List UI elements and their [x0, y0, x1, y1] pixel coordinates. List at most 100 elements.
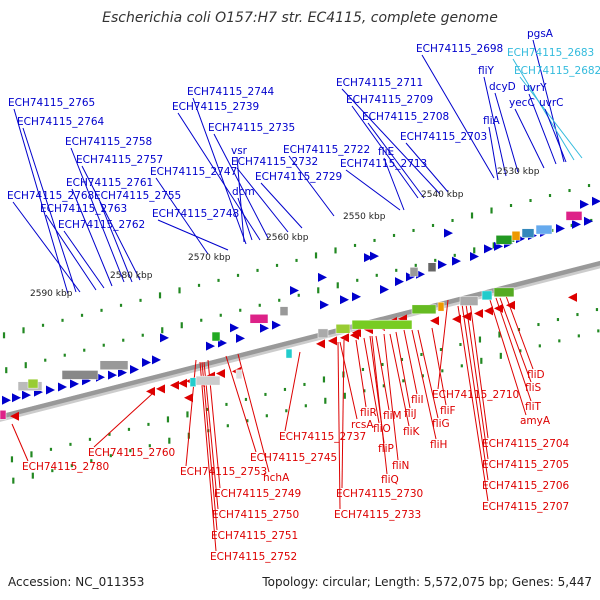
- gene-label[interactable]: ECH74115_2730: [336, 488, 423, 500]
- gene-label[interactable]: ECH74115_2747: [150, 166, 237, 178]
- gene-label[interactable]: ECH74115_2751: [211, 530, 298, 542]
- tick-mark: [239, 308, 242, 312]
- tick-mark: [246, 419, 249, 423]
- leader-line: [465, 303, 489, 460]
- gene-label[interactable]: ECH74115_2732: [231, 156, 318, 168]
- gene-label[interactable]: hchA: [263, 472, 290, 484]
- gene-label[interactable]: ECH74115_2729: [255, 171, 342, 183]
- gene-label[interactable]: uvrC: [539, 97, 564, 109]
- gene-label[interactable]: ECH74115_2752: [210, 551, 297, 563]
- gene-label[interactable]: fliS: [525, 382, 542, 394]
- forward-gene-arrow: [2, 395, 11, 405]
- reverse-gene-arrow: [452, 314, 461, 324]
- tick-mark: [141, 333, 144, 337]
- gene-label[interactable]: fliJ: [404, 408, 417, 420]
- map-title: Escherichia coli O157:H7 str. EC4115, co…: [102, 10, 498, 26]
- gene-label[interactable]: ECH74115_2708: [362, 111, 449, 123]
- leader-line: [199, 361, 217, 552]
- gene-label[interactable]: ECH74115_2703: [400, 131, 487, 143]
- tick-mark: [537, 323, 540, 327]
- gene-label[interactable]: ECH74115_2745: [250, 452, 337, 464]
- gene-label[interactable]: ECH74115_2704: [482, 438, 570, 450]
- tick-mark: [529, 199, 532, 203]
- gene-label[interactable]: ECH74115_2705: [482, 459, 569, 471]
- forward-gene-arrow: [556, 223, 565, 233]
- gene-label[interactable]: ECH74115_2762: [58, 219, 145, 231]
- tick-mark: [478, 336, 482, 343]
- gene-block: [285, 348, 293, 359]
- gene-label[interactable]: ECH74115_2698: [416, 43, 503, 55]
- gene-label[interactable]: ECH74115_2768: [7, 190, 94, 202]
- gene-label[interactable]: ECH74115_2682: [514, 65, 600, 77]
- tick-mark: [395, 268, 398, 272]
- gene-label[interactable]: dcm: [232, 186, 255, 198]
- leader-line: [236, 167, 289, 233]
- gene-label[interactable]: fliY: [478, 65, 495, 77]
- gene-label[interactable]: fliD: [527, 369, 545, 381]
- gene-label[interactable]: ECH74115_2713: [340, 158, 427, 170]
- tick-mark: [322, 376, 326, 383]
- gene-label[interactable]: ECH74115_2733: [334, 509, 421, 521]
- tick-mark: [178, 287, 181, 294]
- gene-label[interactable]: fliO: [373, 423, 391, 435]
- gene-label[interactable]: ECH74115_2711: [336, 77, 423, 89]
- gene-label[interactable]: dcyD: [489, 81, 516, 93]
- gene-label[interactable]: fliR: [360, 407, 377, 419]
- gene-label[interactable]: vsr: [231, 145, 248, 157]
- tick-mark: [509, 204, 513, 208]
- gene-label[interactable]: ECH74115_2735: [208, 122, 295, 134]
- gene-label[interactable]: fliH: [430, 439, 447, 451]
- gene-label[interactable]: ECH74115_2709: [346, 94, 433, 106]
- gene-label[interactable]: ECH74115_2757: [76, 154, 163, 166]
- gene-label[interactable]: uvrY: [523, 82, 547, 94]
- gene-label[interactable]: yecC: [509, 97, 535, 109]
- gene-label[interactable]: fliE: [378, 146, 394, 158]
- gene-label[interactable]: fliT: [525, 401, 542, 413]
- genome-summary-text: Topology: circular; Length: 5,572,075 bp…: [261, 575, 592, 589]
- tick-mark: [168, 437, 171, 444]
- leader-line: [512, 58, 575, 161]
- gene-label[interactable]: fliP: [378, 443, 394, 455]
- gene-label[interactable]: ECH74115_2755: [94, 190, 181, 202]
- gene-label[interactable]: fliM: [383, 410, 402, 422]
- gene-label[interactable]: fliA: [483, 115, 501, 127]
- gene-label[interactable]: ECH74115_2683: [507, 47, 594, 59]
- gene-label[interactable]: ECH74115_2761: [66, 177, 153, 189]
- gene-label[interactable]: ECH74115_2763: [40, 203, 127, 215]
- gene-label[interactable]: ECH74115_2758: [65, 136, 152, 148]
- gene-labels[interactable]: ECH74115_2698 pgsA ECH74115_2683 ECH74115_2…: [7, 28, 600, 563]
- gene-label[interactable]: ECH74115_2748: [152, 208, 239, 220]
- gene-label[interactable]: ECH74115_2750: [212, 509, 299, 521]
- gene-label[interactable]: amyA: [520, 415, 551, 427]
- tick-mark: [180, 322, 183, 329]
- leader-line: [71, 188, 113, 287]
- leader-line: [201, 361, 218, 531]
- gene-label[interactable]: fliF: [440, 405, 456, 417]
- gene-label[interactable]: ECH74115_2710: [432, 389, 519, 401]
- forward-gene-arrow: [572, 219, 581, 229]
- gene-label[interactable]: rcsA: [351, 419, 374, 431]
- gene-label[interactable]: ECH74115_2737: [279, 431, 366, 443]
- leader-line: [417, 329, 439, 419]
- gene-label[interactable]: ECH74115_2707: [482, 501, 569, 513]
- gene-label[interactable]: fliQ: [381, 474, 399, 486]
- gene-label[interactable]: ECH74115_2760: [88, 447, 175, 459]
- gene-label[interactable]: ECH74115_2765: [8, 97, 95, 109]
- gene-label[interactable]: ECH74115_2744: [187, 86, 275, 98]
- gene-label[interactable]: fliG: [432, 418, 450, 430]
- gene-label[interactable]: pgsA: [527, 28, 554, 40]
- gene-label[interactable]: ECH74115_2749: [214, 488, 301, 500]
- forward-gene-arrow: [118, 368, 127, 378]
- gene-label[interactable]: fliK: [403, 426, 421, 438]
- gene-label[interactable]: ECH74115_2753: [180, 466, 267, 478]
- leader-line: [488, 126, 499, 181]
- reverse-gene-arrow: [340, 333, 349, 343]
- gene-block: [409, 267, 419, 277]
- gene-label[interactable]: fliI: [411, 394, 424, 406]
- gene-label[interactable]: ECH74115_2722: [283, 144, 370, 156]
- gene-label[interactable]: ECH74115_2780: [22, 461, 109, 473]
- gene-label[interactable]: ECH74115_2706: [482, 480, 570, 492]
- gene-label[interactable]: ECH74115_2739: [172, 101, 259, 113]
- gene-label[interactable]: fliN: [392, 460, 409, 472]
- gene-label[interactable]: ECH74115_2764: [17, 116, 105, 128]
